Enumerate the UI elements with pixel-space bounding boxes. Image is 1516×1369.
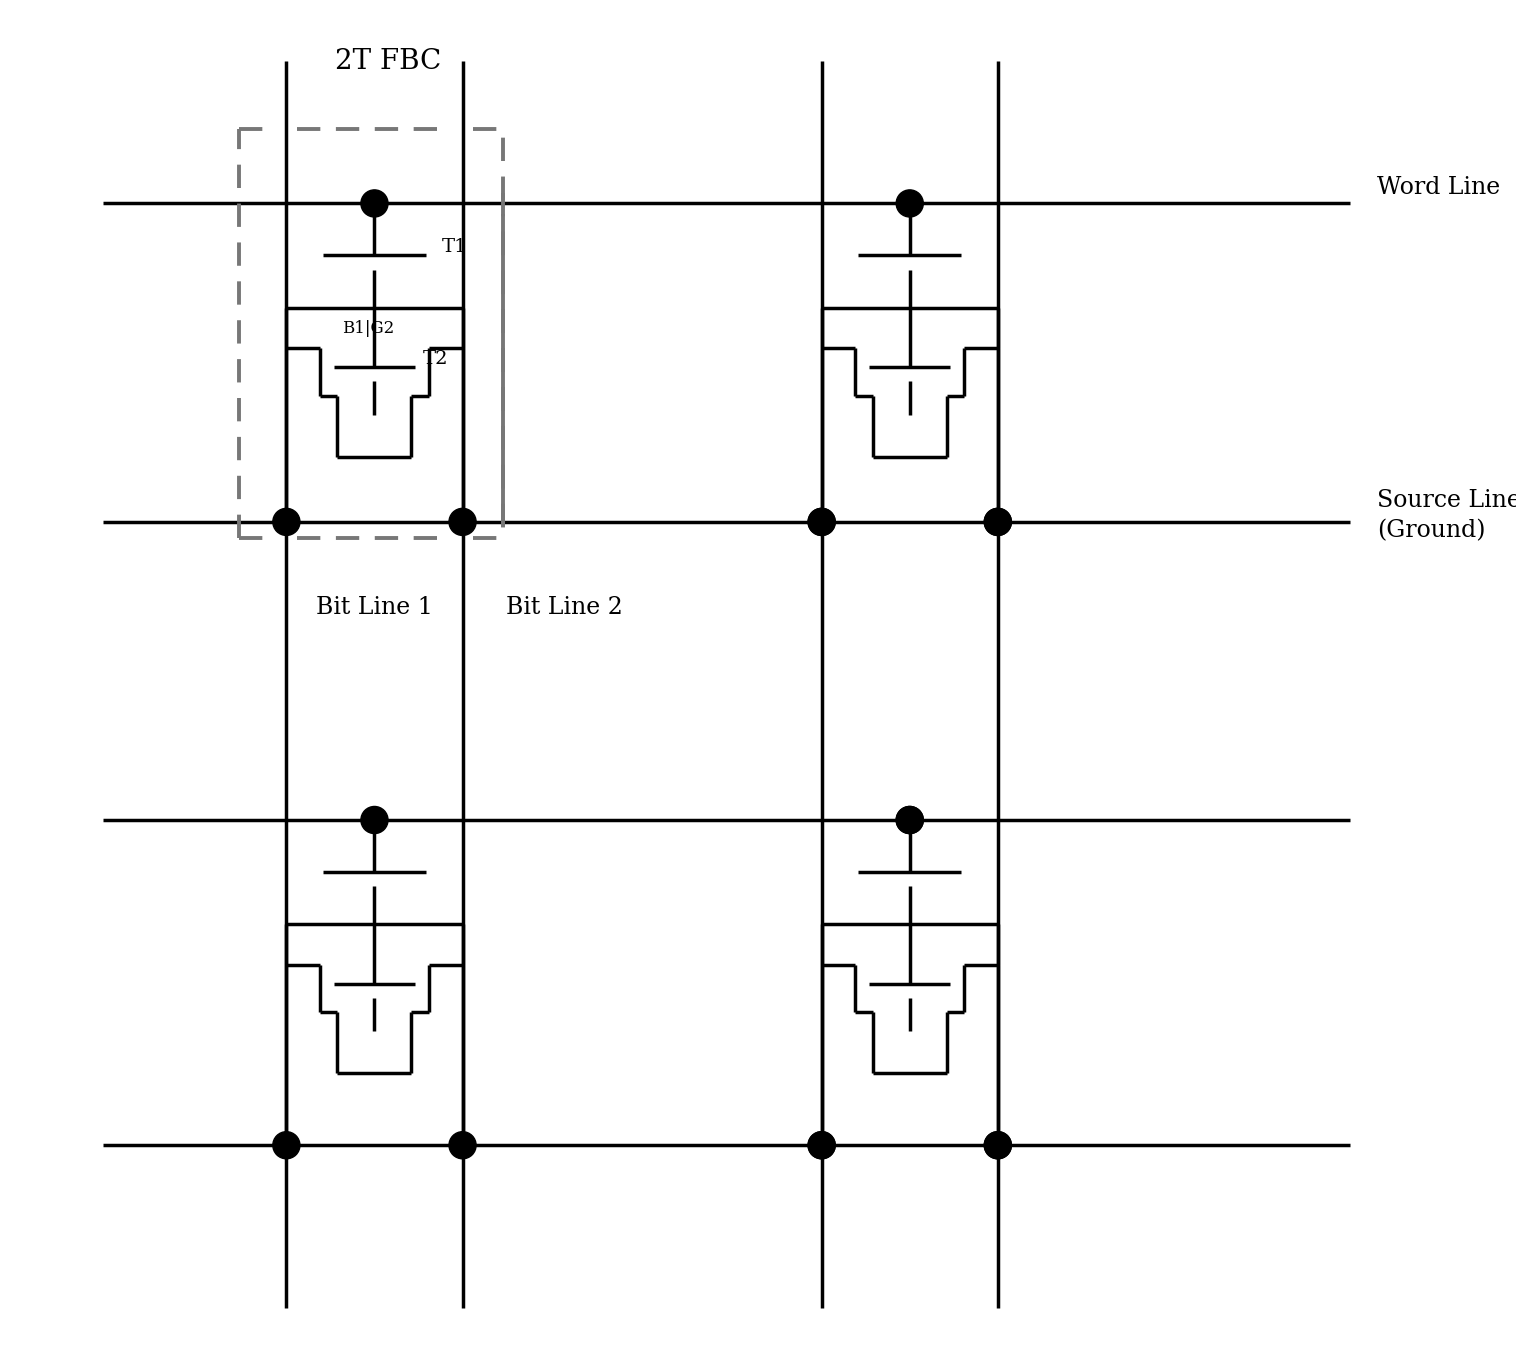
Text: Word Line: Word Line	[1377, 175, 1501, 199]
Circle shape	[984, 508, 1011, 535]
Text: Source Line
(Ground): Source Line (Ground)	[1377, 489, 1516, 542]
Circle shape	[984, 1132, 1011, 1158]
Circle shape	[273, 508, 300, 535]
Circle shape	[273, 1132, 300, 1158]
Circle shape	[896, 190, 923, 218]
Text: T2: T2	[423, 350, 447, 368]
Circle shape	[361, 806, 388, 834]
Circle shape	[808, 1132, 835, 1158]
Text: 2T FBC: 2T FBC	[335, 48, 441, 75]
Circle shape	[808, 508, 835, 535]
Text: T1: T1	[443, 238, 468, 256]
Text: Bit Line 1: Bit Line 1	[315, 597, 434, 619]
Circle shape	[361, 190, 388, 218]
Circle shape	[896, 806, 923, 834]
Circle shape	[808, 1132, 835, 1158]
Text: Bit Line 2: Bit Line 2	[506, 597, 623, 619]
Circle shape	[449, 508, 476, 535]
Circle shape	[449, 1132, 476, 1158]
Circle shape	[808, 508, 835, 535]
Text: B1|G2: B1|G2	[341, 319, 394, 337]
Circle shape	[984, 508, 1011, 535]
Circle shape	[984, 1132, 1011, 1158]
Circle shape	[896, 806, 923, 834]
